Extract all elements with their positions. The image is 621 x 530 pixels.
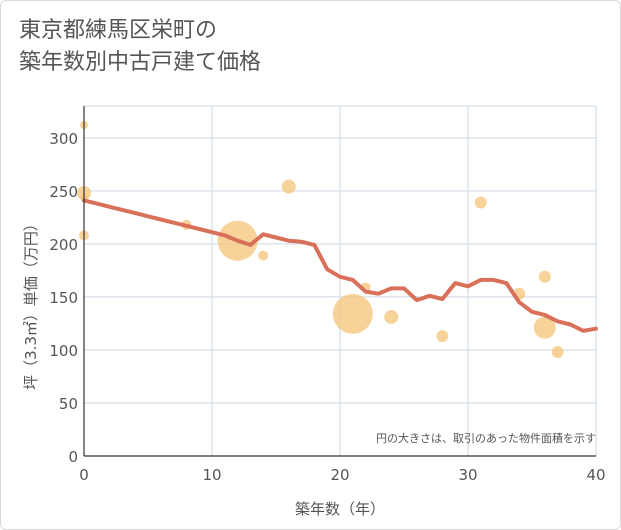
bubble-point	[474, 196, 487, 209]
bubble-point	[533, 316, 556, 339]
chart-title-line1: 東京都練馬区栄町の	[19, 18, 218, 43]
x-tick-label: 40	[586, 466, 605, 484]
chart-title: 東京都練馬区栄町の 築年数別中古戸建て価格	[19, 15, 261, 79]
x-tick-label: 10	[202, 466, 221, 484]
annotation-text: 円の大きさは、取引のあった物件面積を示す	[376, 431, 596, 445]
trend-line	[82, 198, 598, 333]
bubble-point	[538, 270, 551, 283]
trend	[82, 198, 598, 333]
y-tick-label: 0	[68, 448, 78, 466]
y-tick-label: 250	[49, 183, 78, 201]
bubble-point	[281, 179, 296, 194]
x-axis-label: 築年数（年）	[295, 500, 385, 518]
y-tick-label: 100	[49, 342, 78, 360]
bubble-point	[436, 330, 449, 343]
x-tick-label: 0	[79, 466, 89, 484]
y-tick-label: 50	[59, 395, 78, 413]
y-tick-label: 200	[49, 236, 78, 254]
chart-title-line2: 築年数別中古戸建て価格	[19, 49, 262, 75]
x-tick-label: 20	[330, 466, 349, 484]
y-axis-label: 坪（3.3㎡）単価（万円）	[22, 216, 40, 390]
bubble-point	[384, 310, 399, 325]
bubble-point	[258, 250, 269, 261]
axes: 0 50 100 150 200 250 300 0 10 20 30 40	[49, 106, 606, 484]
bubble-point	[332, 293, 373, 334]
bubbles	[77, 121, 564, 359]
x-tick-label: 30	[458, 466, 477, 484]
y-tick-label: 300	[49, 130, 78, 148]
y-tick-label: 150	[49, 289, 78, 307]
grid	[84, 105, 597, 456]
bubble-point	[551, 346, 564, 359]
